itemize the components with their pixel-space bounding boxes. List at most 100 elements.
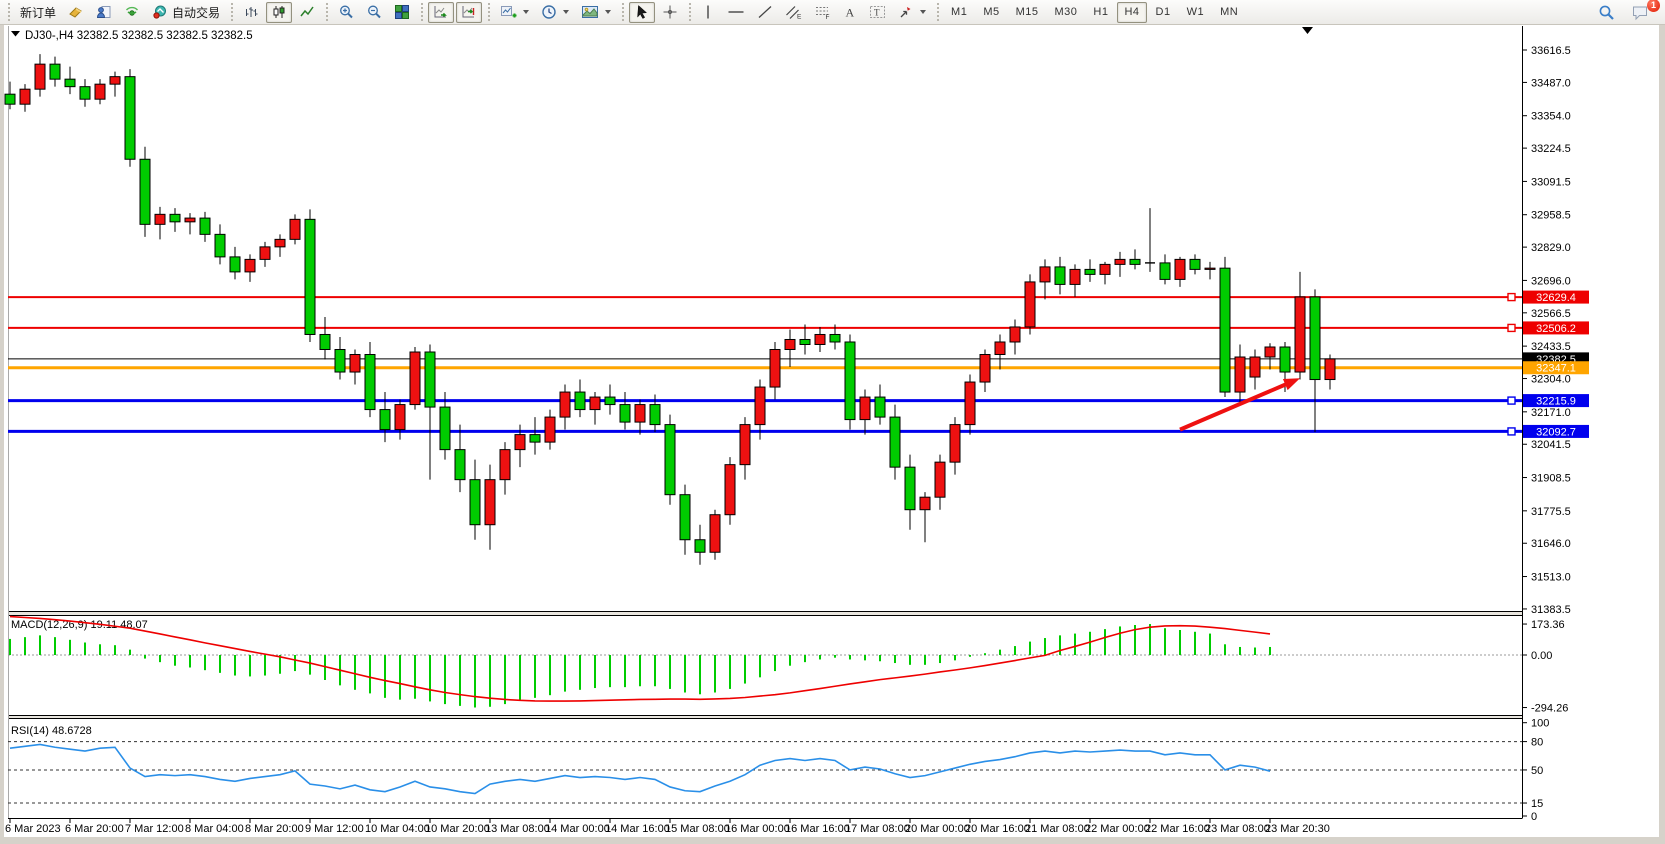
candle-body bbox=[244, 258, 256, 273]
toolbar-grip[interactable] bbox=[229, 3, 235, 21]
date-axis-label: 23 Mar 20:30 bbox=[1265, 823, 1330, 835]
chart-title: DJ30-,H4 32382.5 32382.5 32382.5 32382.5 bbox=[25, 30, 253, 42]
candle-body bbox=[1204, 267, 1216, 270]
crosshair-button[interactable] bbox=[657, 2, 683, 23]
candle-body bbox=[139, 158, 151, 225]
candle-body bbox=[64, 78, 76, 88]
dropdown-arrow-icon bbox=[605, 10, 612, 14]
auto-scroll-button[interactable] bbox=[428, 1, 455, 23]
toolbar-grip[interactable] bbox=[324, 3, 330, 21]
price-axis-label: 31908.5 bbox=[1531, 473, 1571, 485]
candle-body bbox=[484, 479, 496, 526]
text-label-button[interactable]: T bbox=[864, 2, 891, 23]
title-dropdown-icon[interactable] bbox=[11, 31, 20, 37]
price-axis-label: 32829.0 bbox=[1531, 242, 1571, 254]
search-button[interactable] bbox=[1593, 2, 1620, 23]
svg-text:A: A bbox=[846, 6, 855, 20]
candle-body bbox=[784, 338, 796, 350]
candle-body bbox=[79, 86, 91, 100]
rsi-line bbox=[9, 743, 1271, 795]
dropdown-arrow-icon bbox=[563, 10, 570, 14]
panel-splitter[interactable] bbox=[8, 612, 1522, 615]
candle-body bbox=[4, 93, 16, 105]
date-axis-label: 10 Mar 20:00 bbox=[425, 823, 490, 835]
date-axis-label: 14 Mar 16:00 bbox=[605, 823, 670, 835]
candle-body bbox=[1099, 263, 1111, 275]
toolbar-grip[interactable] bbox=[486, 3, 492, 21]
toolbar-grip[interactable] bbox=[935, 3, 941, 21]
autotrading-button[interactable]: 自动交易 bbox=[147, 2, 225, 23]
tile-windows-button[interactable] bbox=[389, 2, 415, 23]
signals-button[interactable] bbox=[119, 2, 145, 23]
price-level-badge bbox=[1523, 290, 1589, 304]
macd-axis-label: 173.36 bbox=[1531, 619, 1565, 631]
tab-timeframe-w1[interactable]: W1 bbox=[1186, 6, 1205, 18]
candle-body bbox=[1309, 296, 1321, 381]
candle-body bbox=[214, 233, 226, 258]
price-axis-label: 31646.0 bbox=[1531, 538, 1571, 550]
tab-timeframe-h4[interactable]: H4 bbox=[1117, 1, 1147, 23]
toolbar: 新订单 自动交易 bbox=[0, 0, 1665, 25]
toolbar-grip[interactable] bbox=[6, 3, 11, 21]
price-axis-label: 33616.5 bbox=[1531, 45, 1571, 57]
fibonacci-button[interactable]: F bbox=[809, 2, 836, 23]
tab-timeframe-m5[interactable]: M5 bbox=[983, 6, 1000, 18]
line-chart-button[interactable] bbox=[294, 2, 320, 23]
text-button[interactable]: A bbox=[838, 2, 862, 23]
chart-shift-button[interactable] bbox=[456, 1, 483, 23]
new-order-button[interactable]: 新订单 bbox=[15, 2, 61, 23]
price-axis-label: 32566.5 bbox=[1531, 308, 1571, 320]
svg-text:F: F bbox=[826, 14, 830, 20]
equidistant-channel-button[interactable]: E bbox=[780, 2, 807, 23]
charts-profile-button[interactable] bbox=[63, 2, 89, 23]
level-line-handle[interactable] bbox=[1507, 396, 1516, 405]
level-line-handle[interactable] bbox=[1507, 427, 1516, 436]
level-line-handle[interactable] bbox=[1507, 323, 1516, 333]
level-line-handle[interactable] bbox=[1507, 292, 1516, 302]
vertical-line-button[interactable] bbox=[696, 2, 720, 23]
candle-body bbox=[289, 218, 301, 240]
candle-body bbox=[19, 88, 31, 105]
tab-timeframe-m1[interactable]: M1 bbox=[951, 6, 968, 18]
market-watch-button[interactable] bbox=[91, 2, 117, 23]
tab-timeframe-mn[interactable]: MN bbox=[1220, 6, 1239, 18]
zoom-in-button[interactable] bbox=[333, 2, 359, 23]
candle-body bbox=[919, 496, 931, 511]
date-axis-label: 14 Mar 00:00 bbox=[545, 823, 610, 835]
cursor-button[interactable] bbox=[629, 1, 656, 23]
toolbar-grip[interactable] bbox=[687, 3, 693, 21]
chat-button[interactable]: 1 bbox=[1626, 0, 1660, 23]
date-axis-label: 16 Mar 16:00 bbox=[785, 823, 850, 835]
tab-timeframe-m30[interactable]: M30 bbox=[1054, 6, 1078, 18]
candlestick-chart-button[interactable] bbox=[266, 1, 293, 23]
candle-body bbox=[199, 217, 211, 235]
templates-button[interactable] bbox=[576, 2, 616, 23]
indicators-icon bbox=[501, 6, 517, 18]
templates-icon bbox=[582, 6, 599, 18]
panel-splitter[interactable] bbox=[8, 716, 1522, 719]
price-axis-label: 33224.5 bbox=[1531, 143, 1571, 155]
tab-timeframe-h1[interactable]: H1 bbox=[1093, 6, 1109, 18]
price-level-badge-text: 32215.9 bbox=[1536, 396, 1576, 408]
chat-icon bbox=[1633, 6, 1647, 20]
candle-body bbox=[679, 494, 691, 541]
candle-body bbox=[154, 213, 166, 225]
chart-end-marker bbox=[1302, 27, 1313, 34]
toolbar-grip[interactable] bbox=[620, 3, 626, 21]
annotation-arrow-line[interactable] bbox=[1179, 381, 1290, 432]
zoom-out-button[interactable] bbox=[361, 2, 387, 23]
market-watch-icon bbox=[97, 6, 111, 18]
date-axis-label: 22 Mar 00:00 bbox=[1085, 823, 1150, 835]
bar-chart-button[interactable] bbox=[238, 2, 264, 23]
annotation-arrow-head[interactable] bbox=[1282, 378, 1300, 391]
tab-timeframe-m15[interactable]: M15 bbox=[1015, 6, 1039, 18]
periods-button[interactable] bbox=[536, 2, 574, 23]
indicators-button[interactable] bbox=[495, 2, 534, 23]
trendline-button[interactable] bbox=[752, 2, 778, 23]
horizontal-line-button[interactable] bbox=[722, 2, 750, 23]
candle-body bbox=[229, 256, 241, 273]
toolbar-grip[interactable] bbox=[419, 3, 425, 21]
arrows-button[interactable] bbox=[893, 2, 931, 23]
tab-timeframe-d1[interactable]: D1 bbox=[1155, 6, 1171, 18]
